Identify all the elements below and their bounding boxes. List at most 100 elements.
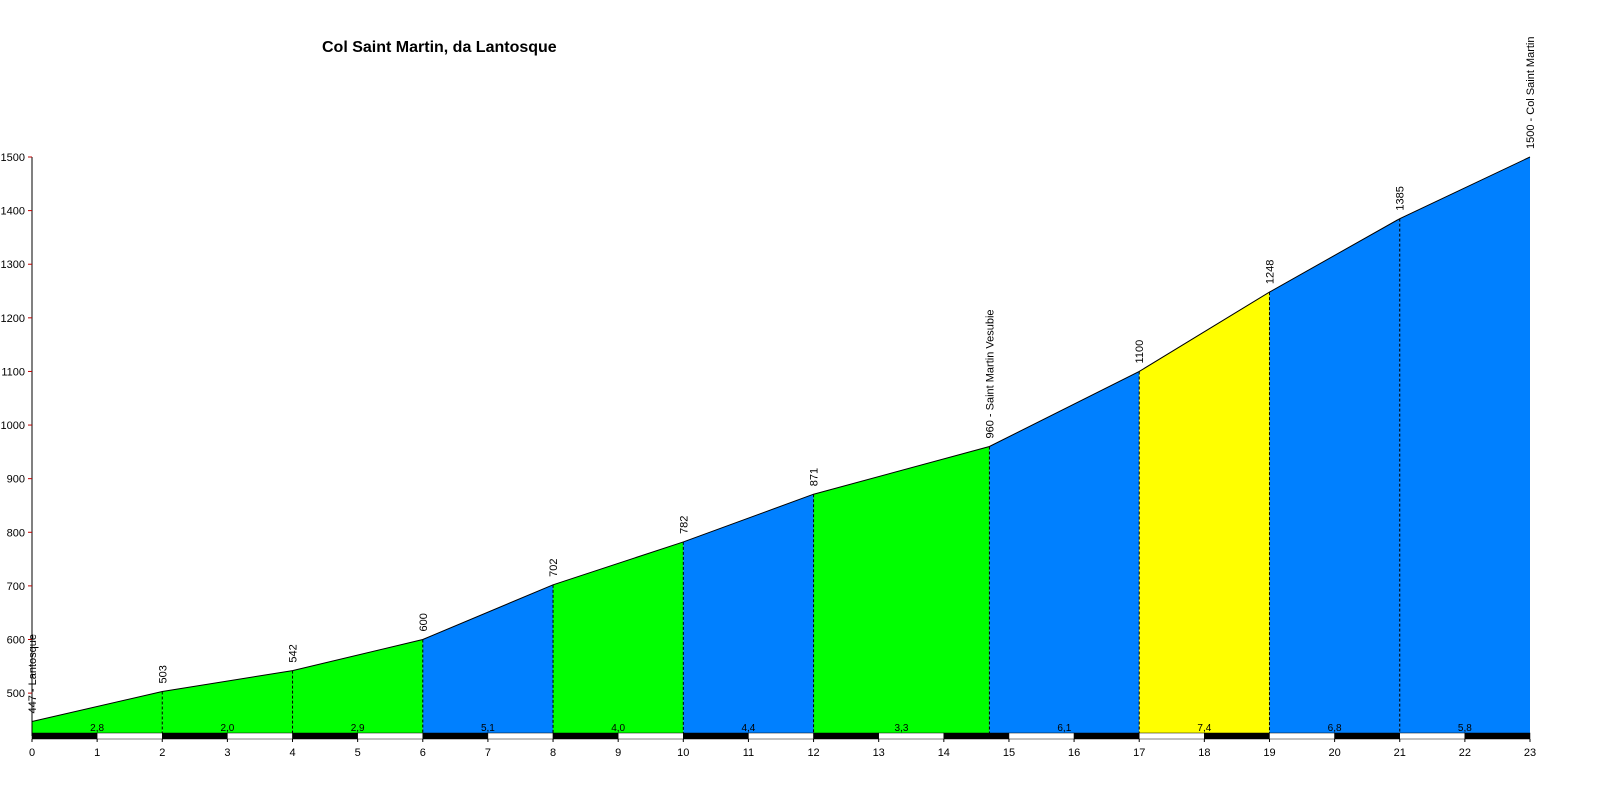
gradient-label: 6,1	[1057, 723, 1071, 734]
scale-segment	[1399, 732, 1466, 740]
x-tick-label: 20	[1328, 747, 1340, 759]
x-tick-label: 14	[938, 747, 950, 759]
x-tick-label: 5	[355, 747, 361, 759]
gradient-label: 2,9	[351, 723, 365, 734]
x-tick-label: 12	[807, 747, 819, 759]
y-tick-label: 600	[7, 635, 25, 647]
y-tick-label: 1400	[1, 206, 25, 218]
scale-segment	[162, 732, 228, 740]
gradient-labels: 2,8 2,0 2,9 5,1 4,0 4,4 3,3 6,1 7,4 6,8 5,8	[90, 723, 1472, 734]
scale-segment	[1464, 732, 1531, 740]
segment-fill	[553, 541, 684, 736]
segment-fill	[1269, 218, 1400, 736]
segment-fill	[32, 691, 163, 736]
scale-segment	[813, 732, 879, 740]
chart-title: Col Saint Martin, da Lantosque	[322, 39, 557, 56]
x-tick-label: 19	[1263, 747, 1275, 759]
distance-scale-bar	[31, 732, 1531, 740]
scale-segment	[96, 732, 163, 740]
scale-segment	[1073, 732, 1140, 740]
gradient-label: 2,8	[90, 723, 104, 734]
scale-segment	[31, 732, 98, 740]
y-tick-label: 700	[7, 581, 25, 593]
scale-segment	[552, 732, 619, 740]
point-labels: 447 - Lantosque 503 542 600 702 782 871 960 - S…	[27, 37, 1537, 714]
y-tick-label: 1500	[1, 152, 25, 164]
gradient-label: 2,0	[220, 723, 234, 734]
point-label: 542	[288, 644, 300, 662]
point-label: 1100	[1134, 340, 1146, 364]
point-label: 702	[548, 558, 560, 576]
gradient-label: 5,8	[1458, 723, 1472, 734]
y-tick-label: 1300	[1, 259, 25, 271]
segment-fill	[683, 494, 814, 736]
profile-outline	[31, 156, 1531, 723]
scale-segment	[1204, 732, 1270, 740]
scale-segment	[683, 732, 749, 740]
scale-segment	[878, 732, 945, 740]
x-tick-label: 18	[1198, 747, 1210, 759]
x-tick-label: 2	[159, 747, 165, 759]
gradient-label: 4,0	[611, 723, 625, 734]
scale-segment	[748, 732, 814, 740]
segment-fill	[162, 670, 293, 736]
y-tick-label: 1000	[1, 420, 25, 432]
segment-fills	[32, 157, 1530, 736]
scale-segment	[487, 732, 554, 740]
x-tick-label: 4	[289, 747, 295, 759]
x-tick-label: 10	[677, 747, 689, 759]
segment-fill	[1399, 157, 1530, 736]
segment-fill	[292, 639, 423, 736]
gradient-label: 7,4	[1197, 723, 1211, 734]
x-tick-label: 13	[873, 747, 885, 759]
point-label: 1385	[1395, 186, 1407, 210]
scale-segment	[943, 732, 1010, 740]
scale-segment	[1269, 732, 1335, 740]
point-label: 1500 - Col Saint Martin	[1525, 37, 1537, 150]
point-label: 960 - Saint Martin Vesubie	[984, 309, 996, 438]
x-tick-label: 3	[224, 747, 230, 759]
x-tick-label: 0	[29, 747, 35, 759]
segment-fill	[813, 446, 990, 736]
gradient-label: 6,8	[1328, 723, 1342, 734]
gradient-label: 5,1	[481, 723, 495, 734]
point-label: 503	[157, 665, 169, 683]
x-tick-label: 16	[1068, 747, 1080, 759]
segment-dividers	[161, 218, 1401, 736]
point-label: 1248	[1264, 260, 1276, 284]
scale-segment	[357, 732, 424, 740]
axes: 500 600 700 800 900 1000 1100 1200 1300 1400 1500 0…	[1, 152, 1537, 759]
x-tick-label: 1	[94, 747, 100, 759]
point-label: 871	[809, 468, 821, 486]
gradient-label: 4,4	[741, 723, 755, 734]
scale-segment	[1138, 732, 1205, 740]
x-tick-label: 11	[743, 747, 754, 759]
x-tick-label: 7	[485, 747, 491, 759]
y-tick-label: 1200	[1, 313, 25, 325]
x-tick-label: 22	[1459, 747, 1471, 759]
segment-fill	[989, 371, 1140, 736]
segment-fill	[1139, 292, 1270, 736]
x-tick-label: 6	[420, 747, 426, 759]
y-tick-label: 900	[7, 474, 25, 486]
x-tick-label: 21	[1394, 747, 1406, 759]
x-tick-label: 8	[550, 747, 556, 759]
point-label: 782	[678, 516, 690, 534]
scale-segment	[617, 732, 684, 740]
x-tick-label: 15	[1003, 747, 1015, 759]
y-tick-label: 1100	[1, 366, 25, 378]
x-tick-label: 17	[1133, 747, 1145, 759]
scale-segment	[292, 732, 358, 740]
gradient-label: 3,3	[895, 723, 909, 734]
y-tick-label: 800	[7, 527, 25, 539]
x-tick-label: 23	[1524, 747, 1536, 759]
segment-fill	[422, 584, 554, 736]
scale-segment	[1334, 732, 1400, 740]
point-label: 600	[418, 613, 430, 631]
point-label: 447 - Lantosque	[27, 634, 39, 714]
x-tick-label: 9	[615, 747, 621, 759]
scale-segment	[422, 732, 489, 740]
y-tick-label: 500	[7, 688, 25, 700]
scale-segment	[227, 732, 293, 740]
